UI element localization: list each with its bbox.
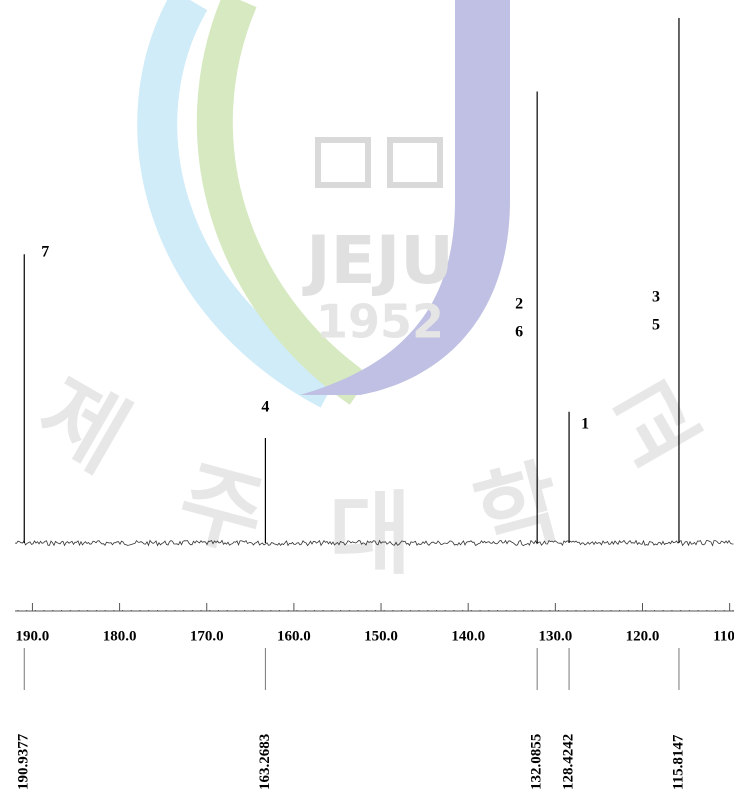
watermark-book	[315, 137, 371, 188]
watermark-arc	[137, 0, 340, 408]
watermark-year: 1952	[316, 295, 444, 349]
minor-ticks	[15, 606, 734, 611]
watermark-char: 학	[465, 448, 572, 571]
x-tick-label: 160.0	[277, 628, 311, 644]
x-tick-label: 130.0	[538, 628, 572, 644]
x-tick-label: 180.0	[103, 628, 137, 644]
peak-assignment: 5	[652, 317, 660, 334]
watermark-char: 제	[21, 359, 145, 491]
peak-assignment: 2	[515, 296, 523, 313]
peak-assignment: 4	[261, 399, 269, 416]
watermark-arc	[300, 0, 510, 395]
watermark: JEJU 1952 제 주 대 학 교	[21, 0, 719, 587]
peak-shift-label: 115.8147	[670, 734, 686, 790]
x-tick-label: 140.0	[451, 628, 485, 644]
peak-shift-label: 128.4242	[561, 734, 577, 790]
peak-shift-label: 190.9377	[16, 733, 32, 790]
watermark-book	[387, 137, 443, 188]
peak-shift-label: 132.0855	[529, 734, 545, 790]
peak-assignment: 7	[41, 244, 49, 261]
watermark-arc	[267, 0, 409, 400]
x-tick-label: 110.0	[713, 628, 734, 644]
x-tick-label: 120.0	[626, 628, 660, 644]
watermark-char: 주	[168, 448, 275, 571]
peak-assignment: 3	[652, 289, 660, 306]
baseline-noise	[14, 539, 734, 547]
x-tick-label: 170.0	[190, 628, 224, 644]
x-tick-label: 150.0	[364, 628, 398, 644]
peak-shift-label: 163.2683	[257, 734, 273, 790]
peak-assignment: 1	[581, 416, 589, 433]
peak-assignment: 6	[515, 324, 523, 341]
watermark-arc	[196, 0, 371, 405]
x-tick-label: 190.0	[16, 628, 50, 644]
watermark-char: 교	[595, 359, 719, 491]
watermark-logo: JEJU	[302, 222, 454, 299]
watermark-char: 대	[329, 482, 412, 587]
